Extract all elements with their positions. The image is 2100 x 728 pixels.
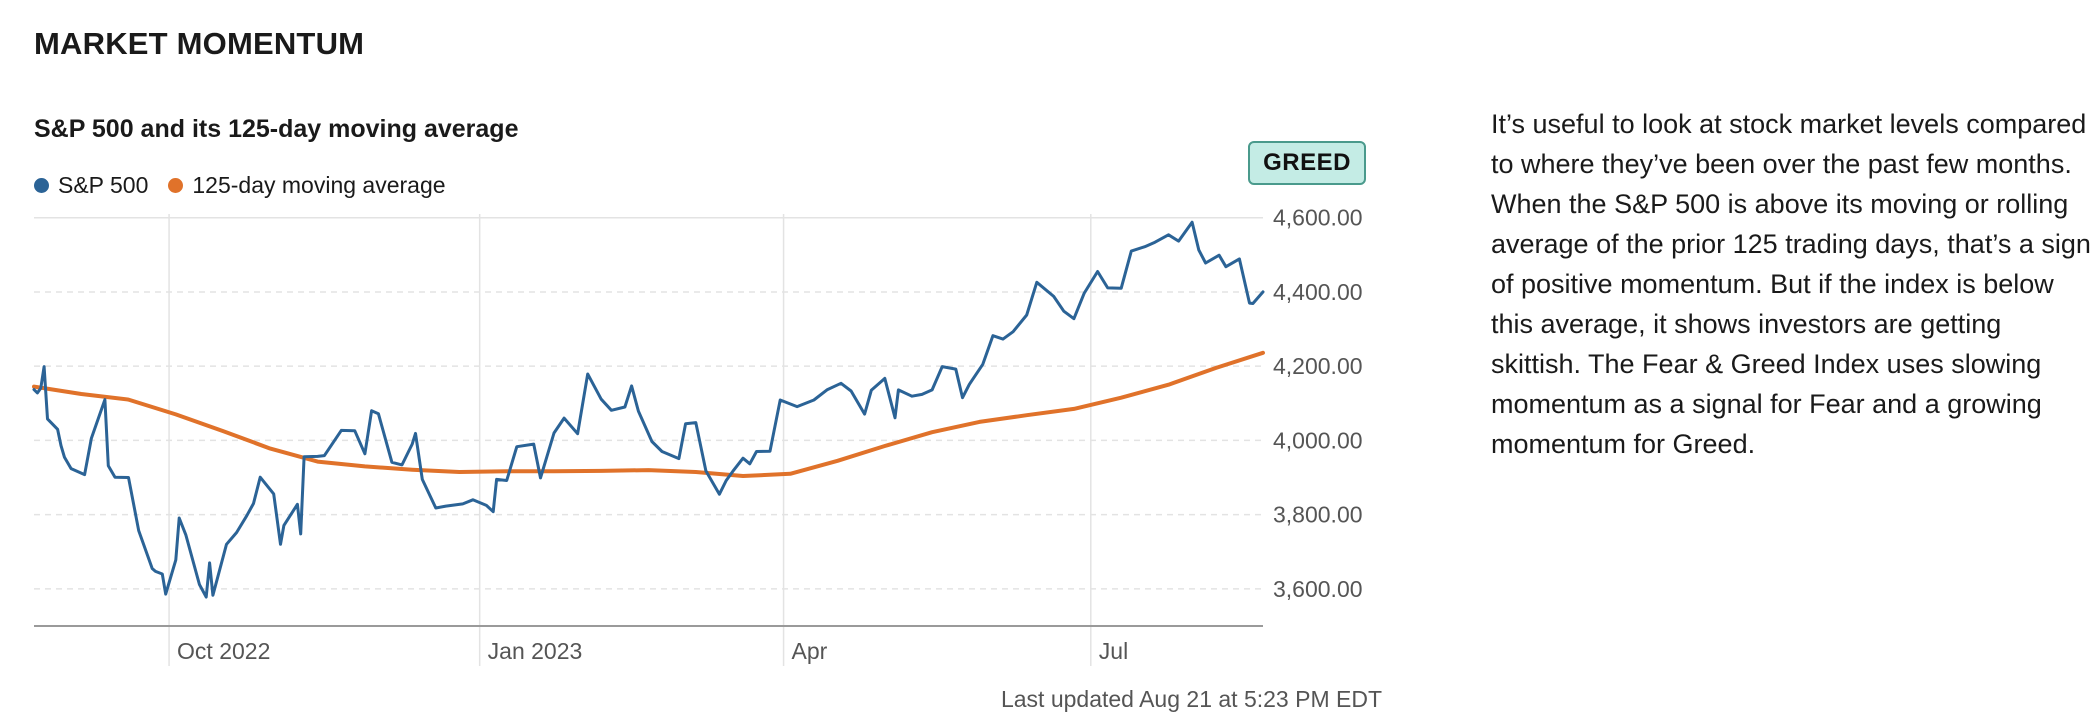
- market-momentum-chart: 3,600.00 3,800.00 4,000.00 4,200.00 4,400.00…: [32, 205, 1363, 666]
- y-tick-label: 3,600.00: [1273, 576, 1363, 602]
- x-tick-label: Jan 2023: [488, 638, 583, 664]
- x-tick-label: Apr: [792, 638, 828, 664]
- legend-item-moving-average: 125-day moving average: [168, 172, 446, 199]
- label-layer: 3,600.00 3,800.00 4,000.00 4,200.00 4,400.00…: [177, 205, 1362, 664]
- sentiment-badge: GREED: [1248, 141, 1366, 185]
- chart-title: S&P 500 and its 125-day moving average: [34, 115, 519, 143]
- moving-average-legend-label: 125-day moving average: [192, 172, 446, 198]
- grid-layer: [34, 214, 1263, 666]
- section-title: MARKET MOMENTUM: [34, 26, 365, 61]
- indicator-description: It’s useful to look at stock market leve…: [1491, 109, 2091, 459]
- y-tick-label: 4,400.00: [1273, 279, 1363, 305]
- x-tick-label: Oct 2022: [177, 638, 270, 664]
- moving-average-line: [32, 350, 1265, 478]
- y-tick-label: 3,800.00: [1273, 502, 1363, 528]
- sp500-legend-label: S&P 500: [58, 172, 149, 198]
- y-tick-label: 4,200.00: [1273, 353, 1363, 379]
- line-layer: [32, 220, 1265, 599]
- sp500-legend-dot: [34, 178, 49, 193]
- legend-item-sp500: S&P 500: [34, 172, 148, 199]
- last-updated-text: Last updated Aug 21 at 5:23 PM EDT: [1000, 686, 1382, 712]
- x-tick-label: Jul: [1099, 638, 1128, 664]
- moving-average-legend-dot: [168, 178, 184, 193]
- chart-legend: S&P 500 125-day moving average: [34, 172, 466, 199]
- y-tick-label: 4,600.00: [1273, 205, 1363, 231]
- y-tick-label: 4,000.00: [1273, 427, 1363, 453]
- sp500-line: [32, 220, 1265, 599]
